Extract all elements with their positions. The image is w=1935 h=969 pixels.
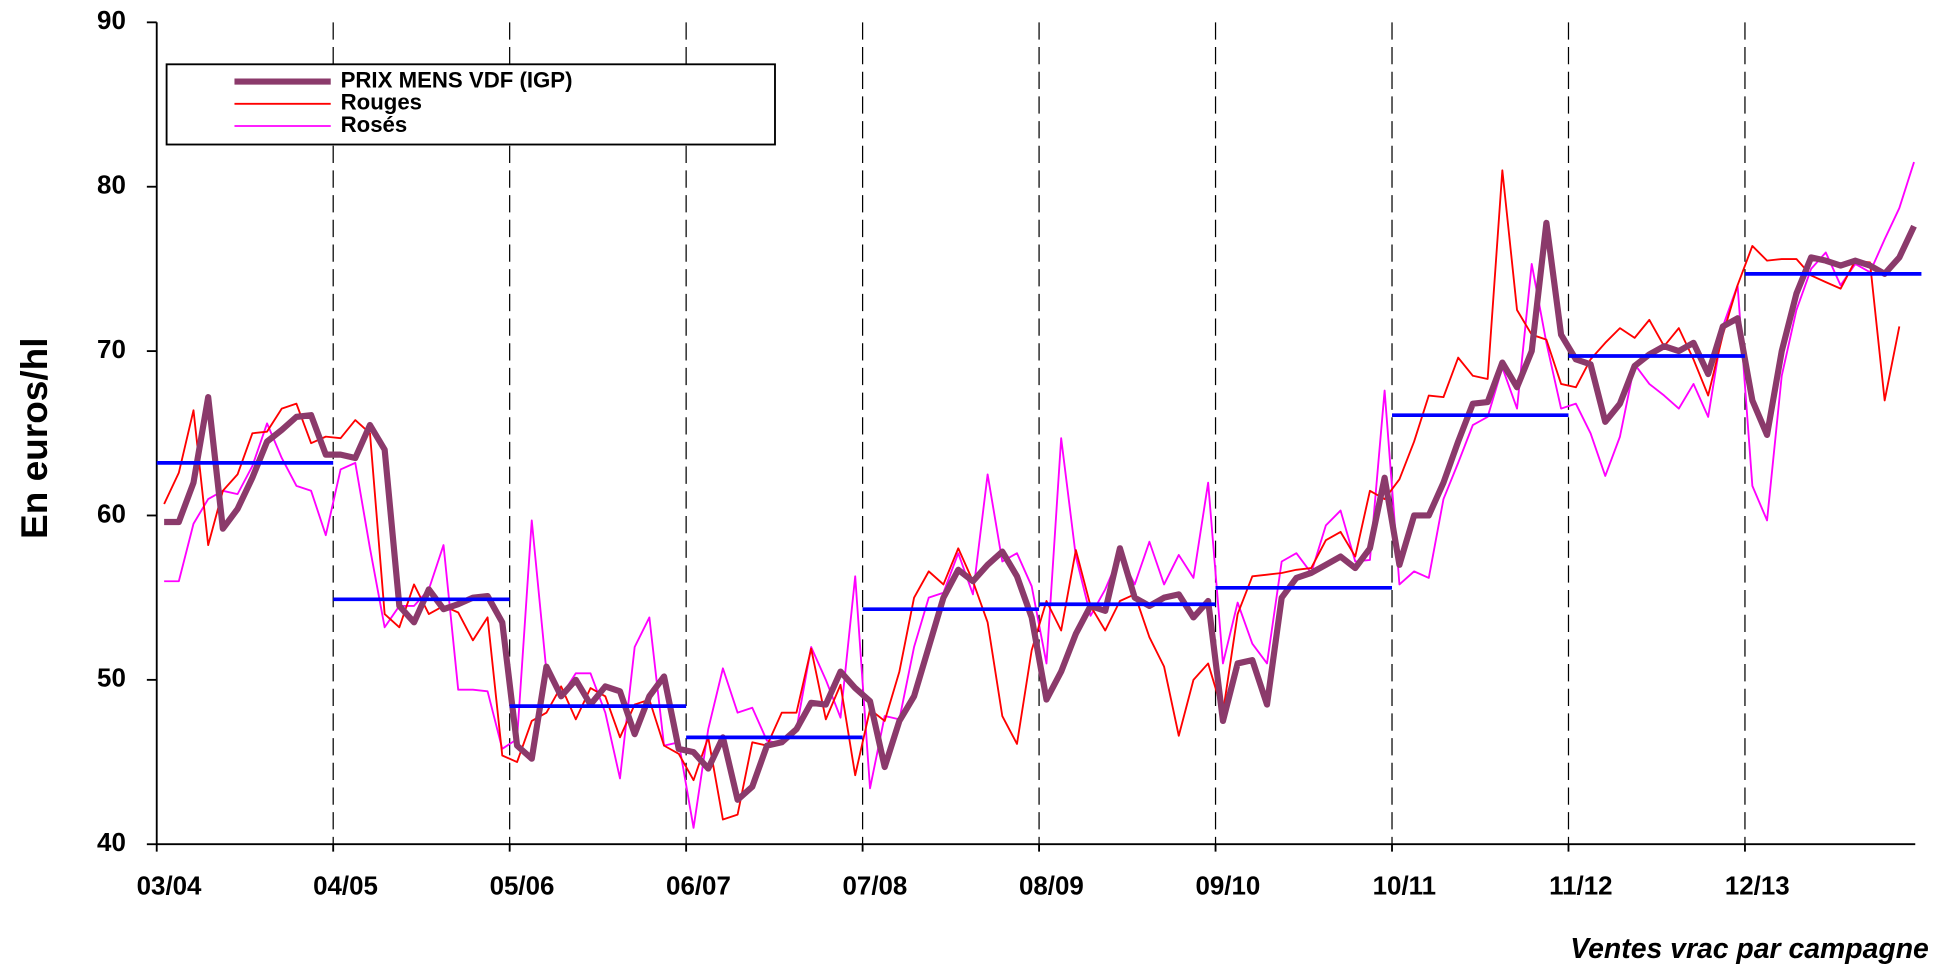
y-tick-label: 70 [97, 336, 126, 364]
legend-label: Rosés [341, 112, 408, 137]
x-tick-label: 03/04 [137, 872, 202, 900]
x-tick-label: 10/11 [1373, 872, 1436, 900]
series-line [163, 169, 1901, 821]
series-line [164, 219, 1917, 803]
y-tick-label: 60 [97, 500, 126, 528]
y-tick-label: 80 [97, 172, 126, 200]
x-axis-title: Ventes vrac par campagne [1570, 933, 1929, 965]
x-tick-label: 08/09 [1019, 872, 1084, 900]
y-tick-label: 50 [97, 665, 126, 693]
x-tick-label: 05/06 [490, 872, 555, 900]
x-tick-label: 11/12 [1549, 872, 1612, 900]
x-tick-label: 06/07 [666, 872, 731, 900]
y-axis-title: En euros/hl [13, 337, 55, 539]
x-tick-label: 09/10 [1195, 872, 1260, 900]
legend-label: PRIX MENS VDF (IGP) [341, 67, 573, 92]
y-tick-label: 90 [97, 7, 126, 35]
y-tick-label: 40 [97, 829, 126, 857]
x-tick-label: 07/08 [843, 872, 908, 900]
x-tick-label: 12/13 [1725, 872, 1790, 900]
legend-label: Rouges [341, 90, 422, 115]
x-tick-label: 04/05 [313, 872, 378, 900]
